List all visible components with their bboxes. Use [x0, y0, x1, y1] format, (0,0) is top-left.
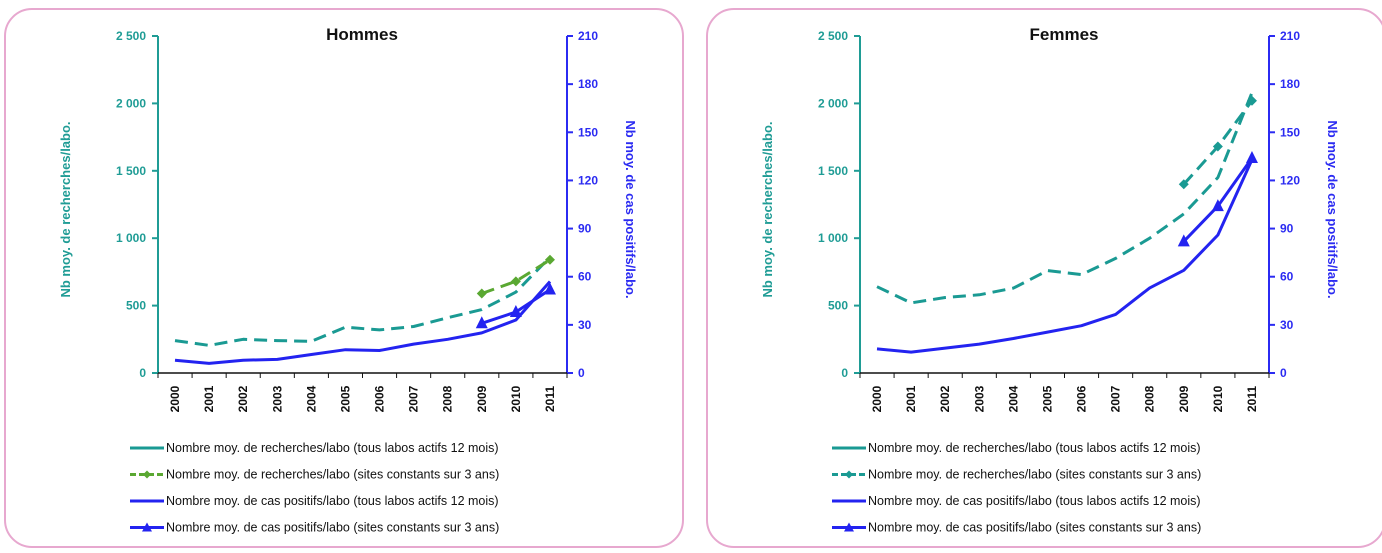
- right-tick-label: 30: [1280, 318, 1294, 332]
- x-tick-label: 2010: [509, 385, 523, 412]
- right-tick-label: 210: [578, 29, 598, 43]
- legend-label: Nombre moy. de cas positifs/labo (tous l…: [166, 494, 499, 508]
- legend-label: Nombre moy. de cas positifs/labo (tous l…: [868, 494, 1201, 508]
- chart-title: Hommes: [326, 25, 398, 44]
- x-tick-label: 2009: [475, 385, 489, 412]
- x-tick-label: 2005: [1040, 385, 1054, 412]
- x-tick-label: 2006: [373, 385, 387, 412]
- left-tick-label: 500: [828, 299, 848, 313]
- right-tick-label: 150: [578, 125, 598, 139]
- right-tick-label: 210: [1280, 29, 1300, 43]
- left-tick-label: 0: [841, 366, 848, 380]
- right-tick-label: 180: [1280, 77, 1300, 91]
- diamond-marker: [477, 288, 487, 298]
- left-axis-title: Nb moy. de recherches/labo.: [58, 121, 73, 297]
- x-tick-label: 2000: [168, 385, 182, 412]
- x-tick-label: 2000: [870, 385, 884, 412]
- right-tick-label: 180: [578, 77, 598, 91]
- series-line-2: [175, 282, 550, 364]
- left-axis-title: Nb moy. de recherches/labo.: [760, 121, 775, 297]
- right-tick-label: 60: [578, 270, 592, 284]
- left-tick-label: 2 000: [116, 96, 146, 110]
- legend-diamond-marker: [143, 471, 151, 479]
- legend-label: Nombre moy. de recherches/labo (sites co…: [166, 468, 499, 482]
- legend-label: Nombre moy. de cas positifs/labo (sites …: [868, 521, 1201, 535]
- chart-femmes: Femmes 0 500 1 000 1 500 2 000 2 500 Nb moy. de…: [708, 10, 1382, 550]
- legend-diamond-marker: [845, 471, 853, 479]
- legend-label: Nombre moy. de recherches/labo (tous lab…: [166, 441, 499, 455]
- left-tick-label: 2 000: [818, 96, 848, 110]
- left-tick-label: 500: [126, 299, 146, 313]
- x-tick-label: 2004: [304, 385, 318, 412]
- x-tick-label: 2009: [1177, 385, 1191, 412]
- right-tick-label: 120: [578, 173, 598, 187]
- x-tick-label: 2002: [938, 385, 952, 412]
- right-tick-label: 30: [578, 318, 592, 332]
- left-tick-label: 1 500: [818, 164, 848, 178]
- x-tick-label: 2008: [1143, 385, 1157, 412]
- chart-panel-femmes: Femmes 0 500 1 000 1 500 2 000 2 500 Nb moy. de…: [706, 8, 1382, 548]
- legend-label: Nombre moy. de recherches/labo (tous lab…: [868, 441, 1201, 455]
- legend-label: Nombre moy. de recherches/labo (sites co…: [868, 468, 1201, 482]
- left-tick-label: 2 500: [116, 29, 146, 43]
- left-tick-label: 1 000: [818, 231, 848, 245]
- chart-title: Femmes: [1030, 25, 1099, 44]
- x-tick-label: 2003: [270, 385, 284, 412]
- right-tick-label: 0: [1280, 366, 1287, 380]
- legend-label: Nombre moy. de cas positifs/labo (sites …: [166, 521, 499, 535]
- x-tick-label: 2004: [1006, 385, 1020, 412]
- x-tick-label: 2006: [1075, 385, 1089, 412]
- right-axis-title: Nb moy. de cas positifs/labo.: [1325, 120, 1340, 298]
- x-tick-label: 2003: [972, 385, 986, 412]
- right-tick-label: 90: [578, 222, 592, 236]
- left-tick-label: 1 500: [116, 164, 146, 178]
- right-axis-title: Nb moy. de cas positifs/labo.: [623, 120, 638, 298]
- right-tick-label: 120: [1280, 173, 1300, 187]
- right-tick-label: 90: [1280, 222, 1294, 236]
- series-line-0: [175, 257, 550, 345]
- x-tick-label: 2005: [338, 385, 352, 412]
- x-tick-label: 2007: [407, 385, 421, 412]
- x-tick-label: 2010: [1211, 385, 1225, 412]
- series-line-2: [877, 160, 1252, 353]
- chart-panel-hommes: Hommes 0 500 1 000 1 500 2 000 2 500 Nb moy. de…: [4, 8, 684, 548]
- x-tick-label: 2007: [1109, 385, 1123, 412]
- triangle-marker: [1246, 151, 1258, 163]
- x-tick-label: 2011: [543, 386, 557, 412]
- series-line-0: [877, 93, 1252, 303]
- left-tick-label: 2 500: [818, 29, 848, 43]
- x-tick-label: 2001: [904, 385, 918, 412]
- left-tick-label: 1 000: [116, 231, 146, 245]
- x-tick-label: 2001: [202, 385, 216, 412]
- left-tick-label: 0: [139, 366, 146, 380]
- chart-hommes: Hommes 0 500 1 000 1 500 2 000 2 500 Nb moy. de…: [6, 10, 686, 550]
- x-tick-label: 2011: [1245, 386, 1259, 412]
- right-tick-label: 0: [578, 366, 585, 380]
- right-tick-label: 150: [1280, 125, 1300, 139]
- x-tick-label: 2002: [236, 385, 250, 412]
- x-tick-label: 2008: [441, 385, 455, 412]
- right-tick-label: 60: [1280, 270, 1294, 284]
